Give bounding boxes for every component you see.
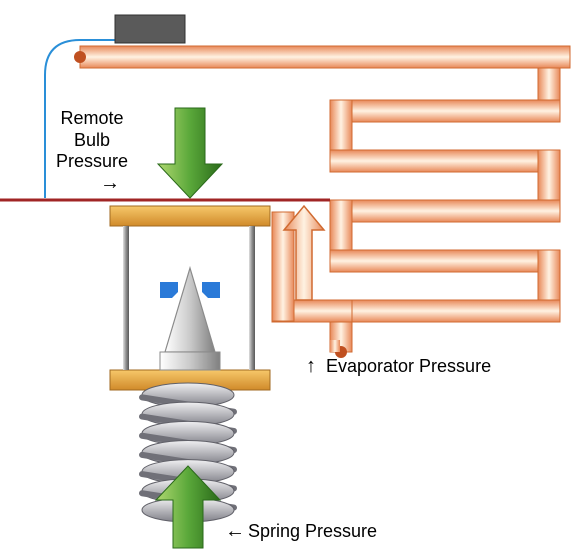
remote-bulb-arrow-glyph: → (100, 172, 120, 195)
valve-post-left (123, 226, 129, 370)
evaporator-arrow-glyph: ↑ (306, 355, 316, 378)
spring-arrow-glyph: ← (225, 520, 245, 543)
remote-bulb (115, 15, 185, 43)
suction-line (74, 46, 570, 68)
diagram-stage: Remote Bulb Pressure → ↑ Evaporator Pres… (0, 0, 571, 550)
diagram-svg (0, 0, 571, 550)
remote-bulb-pressure-arrow (158, 108, 222, 198)
evaporator-coil (330, 68, 560, 322)
spring-pressure-label: Spring Pressure (248, 521, 377, 542)
valve-top-plate (110, 206, 270, 226)
evaporator-pressure-label: Evaporator Pressure (326, 356, 491, 377)
remote-bulb-label: Remote Bulb Pressure (56, 108, 128, 173)
valve-post-right (249, 226, 255, 370)
